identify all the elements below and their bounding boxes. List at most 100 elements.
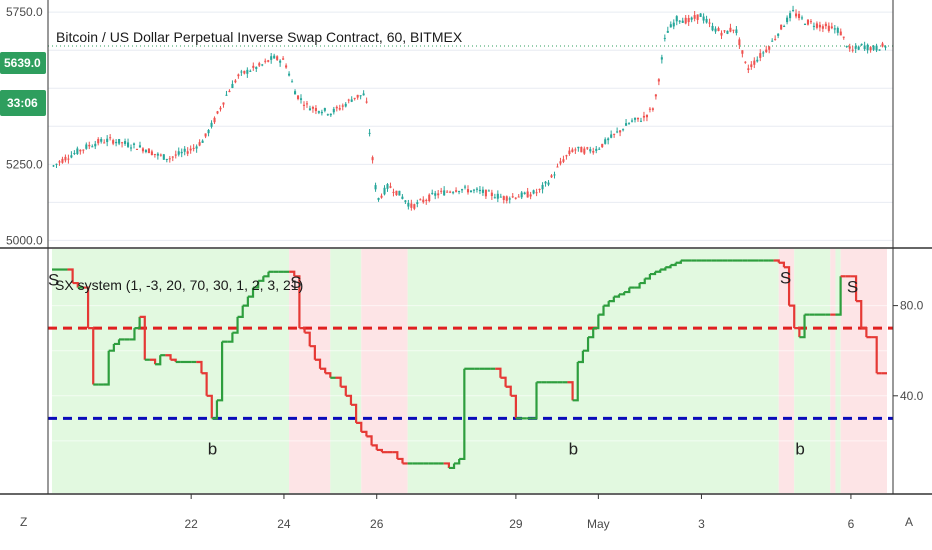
- sx-line-segment: [603, 301, 610, 307]
- candle-body: [592, 151, 595, 153]
- candle-body: [833, 28, 836, 30]
- candle-body: [556, 166, 559, 168]
- candle-body: [675, 16, 678, 22]
- long-region: [52, 249, 290, 493]
- candle-body: [824, 23, 827, 27]
- candle-body: [144, 150, 147, 153]
- sx-line-segment: [459, 368, 466, 461]
- candle-body: [598, 148, 601, 150]
- candle-body: [586, 147, 589, 149]
- long-region: [794, 249, 831, 493]
- candle-body: [732, 29, 735, 31]
- candle-body: [872, 45, 875, 50]
- candle-body: [413, 204, 416, 209]
- sx-line-segment: [861, 327, 868, 338]
- candle-body: [535, 192, 538, 194]
- candle-body: [493, 197, 496, 199]
- indicator-pane[interactable]: Sb Sb Sb S 40.0 80.0 SX system (1, -3, 20, 7…: [48, 249, 924, 493]
- candle-body: [842, 36, 845, 38]
- time-tick-label: 6: [848, 517, 855, 531]
- candle-body: [61, 158, 64, 163]
- candle-body: [115, 141, 118, 144]
- sx-line-segment: [155, 355, 162, 366]
- sell-signal-label: S: [847, 277, 858, 296]
- sx-line-segment: [232, 316, 239, 334]
- candle-body: [499, 196, 502, 198]
- countdown-badge-bg: [0, 90, 46, 116]
- candle-body: [619, 130, 622, 133]
- long-region: [330, 249, 362, 493]
- candle-body: [786, 17, 789, 23]
- long-region: [407, 249, 779, 493]
- candle-body: [344, 103, 347, 107]
- candle-body: [210, 122, 213, 127]
- candle-body: [526, 191, 529, 198]
- candle-body: [58, 161, 61, 163]
- price-gridlines: [48, 11, 893, 241]
- candle-body: [702, 16, 705, 21]
- buy-signal-label: b: [569, 439, 578, 458]
- candle-body: [428, 194, 431, 202]
- sx-line-segment: [613, 294, 621, 298]
- candle-body: [431, 192, 434, 194]
- candle-body: [79, 149, 82, 152]
- buy-signal-label: b: [795, 439, 804, 458]
- candle-body: [654, 94, 657, 97]
- candle-body: [547, 182, 550, 185]
- candle-body: [97, 139, 100, 144]
- candle-body: [404, 200, 407, 202]
- candle-body: [466, 189, 470, 193]
- candle-body: [106, 138, 109, 143]
- candle-body: [159, 154, 162, 156]
- corner-label-left[interactable]: Z: [20, 515, 27, 529]
- candle-body: [362, 93, 365, 96]
- candle-body: [231, 83, 234, 88]
- candle-body: [783, 26, 786, 28]
- sx-line-segment: [598, 305, 605, 316]
- candle-body: [455, 190, 458, 192]
- candle-body: [186, 151, 189, 154]
- candle-body: [395, 190, 398, 196]
- sell-signal-label: S: [48, 271, 59, 290]
- sx-line-segment: [495, 367, 502, 378]
- time-axis[interactable]: 22 24 26 29 May 3 6: [184, 494, 855, 531]
- price-pane[interactable]: 5000.0 5250.0 5750.0 Bitcoin / US Dollar P…: [0, 5, 893, 247]
- candle-body: [294, 91, 297, 95]
- corner-label-right[interactable]: A: [905, 515, 913, 529]
- sx-line-segment: [113, 339, 121, 346]
- candle-body: [162, 154, 165, 160]
- candle-body: [282, 58, 285, 60]
- candle-body: [541, 184, 544, 190]
- sx-line-segment: [783, 266, 791, 306]
- candle-body: [410, 203, 413, 208]
- price-y-axis[interactable]: 5000.0 5250.0 5750.0: [6, 5, 43, 247]
- candle-body: [171, 156, 174, 158]
- sx-line-segment: [778, 261, 786, 268]
- indicator-y-axis[interactable]: 40.0 80.0: [893, 299, 924, 403]
- candle-body: [356, 94, 359, 98]
- sx-line-segment: [108, 343, 115, 352]
- candle-body: [574, 149, 577, 151]
- candle-body: [82, 149, 85, 151]
- buy-signal-label: b: [208, 439, 217, 458]
- candle-body: [616, 131, 619, 133]
- last-price-badge: 5639.0: [0, 52, 46, 74]
- candle-body: [550, 175, 553, 178]
- candle-body: [204, 133, 207, 137]
- sx-line-segment: [510, 394, 517, 419]
- candle-body: [696, 14, 699, 20]
- candle-body: [759, 53, 762, 58]
- candle-body: [177, 151, 180, 155]
- candle-body: [869, 47, 872, 51]
- candle-body: [648, 108, 651, 110]
- sx-line-segment: [340, 385, 347, 396]
- sx-line-segment: [129, 328, 136, 341]
- candle-body: [559, 161, 562, 164]
- candle-body: [711, 25, 714, 31]
- candle-body: [738, 39, 741, 46]
- candle-body: [881, 43, 884, 47]
- candle-body: [338, 108, 341, 110]
- candle-body: [258, 63, 261, 66]
- sx-line-segment: [299, 327, 306, 333]
